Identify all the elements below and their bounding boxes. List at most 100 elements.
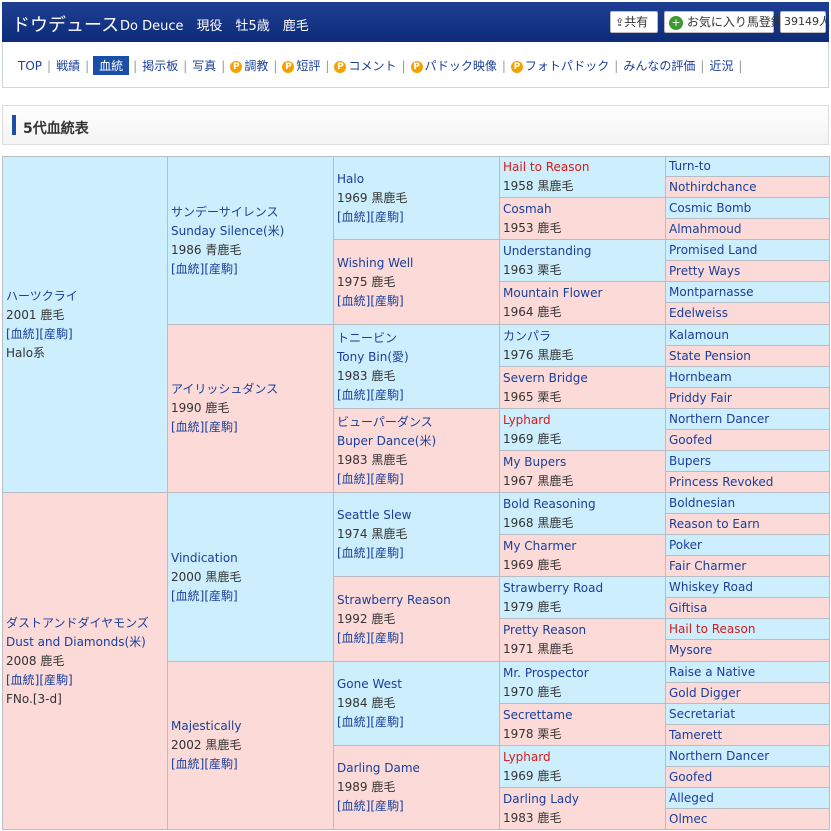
pedigree-link[interactable]: [血統] bbox=[337, 471, 371, 486]
horse-name-link[interactable]: Goofed bbox=[669, 432, 713, 447]
horse-name-link[interactable]: Poker bbox=[669, 537, 702, 552]
horse-name-link[interactable]: Turn-to bbox=[669, 159, 711, 173]
horse-name-link[interactable]: Gold Digger bbox=[669, 685, 741, 700]
horse-name-link[interactable]: Princess Revoked bbox=[669, 474, 774, 489]
horse-name-link[interactable]: Pretty Ways bbox=[669, 263, 741, 278]
pedigree-link[interactable]: [血統] bbox=[171, 420, 205, 434]
offspring-link[interactable]: [産駒] bbox=[370, 293, 404, 308]
pedigree-link[interactable]: [血統] bbox=[171, 588, 205, 603]
horse-name-link[interactable]: Understanding bbox=[503, 243, 592, 258]
horse-name-link[interactable]: Tamerett bbox=[669, 727, 723, 742]
horse-name-link[interactable]: Secretariat bbox=[669, 706, 736, 721]
horse-name-link[interactable]: Seattle Slew bbox=[337, 508, 412, 522]
tab-record[interactable]: 戦績 bbox=[56, 59, 81, 73]
tab-ratings[interactable]: みんなの評価 bbox=[623, 59, 696, 73]
horse-name-link[interactable]: Lyphard bbox=[503, 412, 551, 427]
pedigree-link[interactable]: [血統] bbox=[6, 672, 40, 687]
horse-name-link[interactable]: Mountain Flower bbox=[503, 286, 603, 300]
offspring-link[interactable]: [産駒] bbox=[370, 209, 404, 224]
offspring-link[interactable]: [産駒] bbox=[370, 471, 404, 486]
share-button[interactable]: ⇪共有 bbox=[610, 11, 658, 33]
tab-board[interactable]: 掲示板 bbox=[142, 59, 179, 73]
horse-name-link[interactable]: Mr. Prospector bbox=[503, 665, 589, 680]
horse-origin-name-link[interactable]: Sunday Silence(米) bbox=[171, 223, 285, 238]
offspring-link[interactable]: [産駒] bbox=[204, 588, 238, 603]
horse-name-link[interactable]: ビューパーダンス bbox=[337, 414, 433, 429]
horse-name-link[interactable]: My Charmer bbox=[503, 538, 577, 553]
horse-name-link[interactable]: Whiskey Road bbox=[669, 579, 753, 594]
horse-name-link[interactable]: Wishing Well bbox=[337, 255, 414, 270]
pedigree-link[interactable]: [血統] bbox=[337, 546, 371, 560]
offspring-link[interactable]: [産駒] bbox=[370, 715, 404, 729]
pedigree-link[interactable]: [血統] bbox=[337, 293, 371, 308]
horse-name-link[interactable]: Severn Bridge bbox=[503, 370, 588, 385]
offspring-link[interactable]: [産駒] bbox=[370, 546, 404, 560]
horse-name-link[interactable]: Majestically bbox=[171, 719, 242, 733]
horse-name-link[interactable]: Raise a Native bbox=[669, 664, 756, 679]
horse-name-link[interactable]: Darling Dame bbox=[337, 761, 420, 775]
horse-name-link[interactable]: Edelweiss bbox=[669, 306, 728, 320]
horse-name-link[interactable]: Boldnesian bbox=[669, 495, 736, 510]
offspring-link[interactable]: [産駒] bbox=[204, 261, 238, 276]
horse-name-link[interactable]: トニービン bbox=[337, 330, 398, 345]
horse-name-link[interactable]: Hail to Reason bbox=[503, 160, 590, 174]
horse-name-link[interactable]: Hail to Reason bbox=[669, 621, 756, 636]
horse-name-link[interactable]: ダストアンドダイヤモンズ bbox=[6, 615, 149, 630]
pedigree-link[interactable]: [血統] bbox=[337, 715, 371, 729]
tab-training[interactable]: P 調教 bbox=[229, 57, 269, 74]
horse-name-link[interactable]: Cosmah bbox=[503, 201, 552, 216]
tab-photos[interactable]: 写真 bbox=[192, 59, 217, 73]
pedigree-link[interactable]: [血統] bbox=[171, 261, 205, 276]
horse-name-link[interactable]: Bold Reasoning bbox=[503, 496, 596, 511]
horse-name-link[interactable]: Bupers bbox=[669, 453, 712, 468]
horse-origin-name-link[interactable]: Tony Bin(愛) bbox=[337, 349, 409, 364]
pedigree-link[interactable]: [血統] bbox=[337, 799, 371, 813]
tab-top[interactable]: TOP bbox=[18, 58, 43, 73]
offspring-link[interactable]: [産駒] bbox=[204, 757, 238, 771]
horse-name-link[interactable]: My Bupers bbox=[503, 454, 567, 469]
horse-name-link[interactable]: Mysore bbox=[669, 643, 713, 657]
horse-name-link[interactable]: Fair Charmer bbox=[669, 558, 747, 573]
horse-origin-name-link[interactable]: Dust and Diamonds(米) bbox=[6, 634, 146, 649]
horse-name-link[interactable]: State Pension bbox=[669, 348, 751, 363]
horse-name-link[interactable]: サンデーサイレンス bbox=[171, 204, 279, 219]
horse-name-link[interactable]: Northern Dancer bbox=[669, 748, 770, 763]
horse-name-link[interactable]: Nothirdchance bbox=[669, 179, 757, 194]
horse-name-link[interactable]: Alleged bbox=[669, 790, 714, 805]
tab-comment[interactable]: P コメント bbox=[333, 57, 397, 74]
horse-name-link[interactable]: Gone West bbox=[337, 677, 402, 691]
horse-name-link[interactable]: Cosmic Bomb bbox=[669, 200, 752, 215]
offspring-link[interactable]: [産駒] bbox=[39, 326, 73, 341]
horse-name-link[interactable]: Giftisa bbox=[669, 600, 708, 615]
horse-name-link[interactable]: Pretty Reason bbox=[503, 623, 587, 637]
tab-photo-paddock[interactable]: P フォトパドック bbox=[510, 57, 610, 74]
offspring-link[interactable]: [産駒] bbox=[370, 799, 404, 813]
horse-name-link[interactable]: Olmec bbox=[669, 811, 708, 826]
horse-name-link[interactable]: Halo bbox=[337, 171, 365, 186]
pedigree-link[interactable]: [血統] bbox=[171, 757, 205, 771]
horse-name-link[interactable]: Priddy Fair bbox=[669, 390, 732, 405]
horse-name-link[interactable]: Almahmoud bbox=[669, 221, 742, 236]
pedigree-link[interactable]: [血統] bbox=[6, 326, 40, 341]
offspring-link[interactable]: [産駒] bbox=[39, 672, 73, 687]
tab-short-review[interactable]: P 短評 bbox=[281, 57, 321, 74]
offspring-link[interactable]: [産駒] bbox=[370, 387, 404, 402]
horse-name-link[interactable]: カンパラ bbox=[503, 328, 552, 343]
horse-name-link[interactable]: Secrettame bbox=[503, 707, 573, 722]
pedigree-link[interactable]: [血統] bbox=[337, 630, 371, 645]
favorite-button[interactable]: + お気に入り馬登録 bbox=[664, 11, 783, 33]
horse-name-link[interactable]: Promised Land bbox=[669, 242, 758, 257]
tab-pedigree[interactable]: 血統 bbox=[93, 56, 130, 75]
horse-name-link[interactable]: Hornbeam bbox=[669, 369, 732, 384]
pedigree-link[interactable]: [血統] bbox=[337, 209, 371, 224]
pedigree-link[interactable]: [血統] bbox=[337, 387, 371, 402]
horse-name-link[interactable]: Goofed bbox=[669, 769, 713, 784]
horse-origin-name-link[interactable]: Buper Dance(米) bbox=[337, 433, 437, 448]
horse-name-link[interactable]: Montparnasse bbox=[669, 284, 754, 299]
horse-name-link[interactable]: Darling Lady bbox=[503, 791, 579, 806]
tab-recent[interactable]: 近況 bbox=[709, 59, 734, 73]
offspring-link[interactable]: [産駒] bbox=[370, 630, 404, 645]
offspring-link[interactable]: [産駒] bbox=[204, 420, 238, 434]
horse-name-link[interactable]: Reason to Earn bbox=[669, 516, 760, 531]
horse-name-link[interactable]: Vindication bbox=[171, 550, 238, 565]
